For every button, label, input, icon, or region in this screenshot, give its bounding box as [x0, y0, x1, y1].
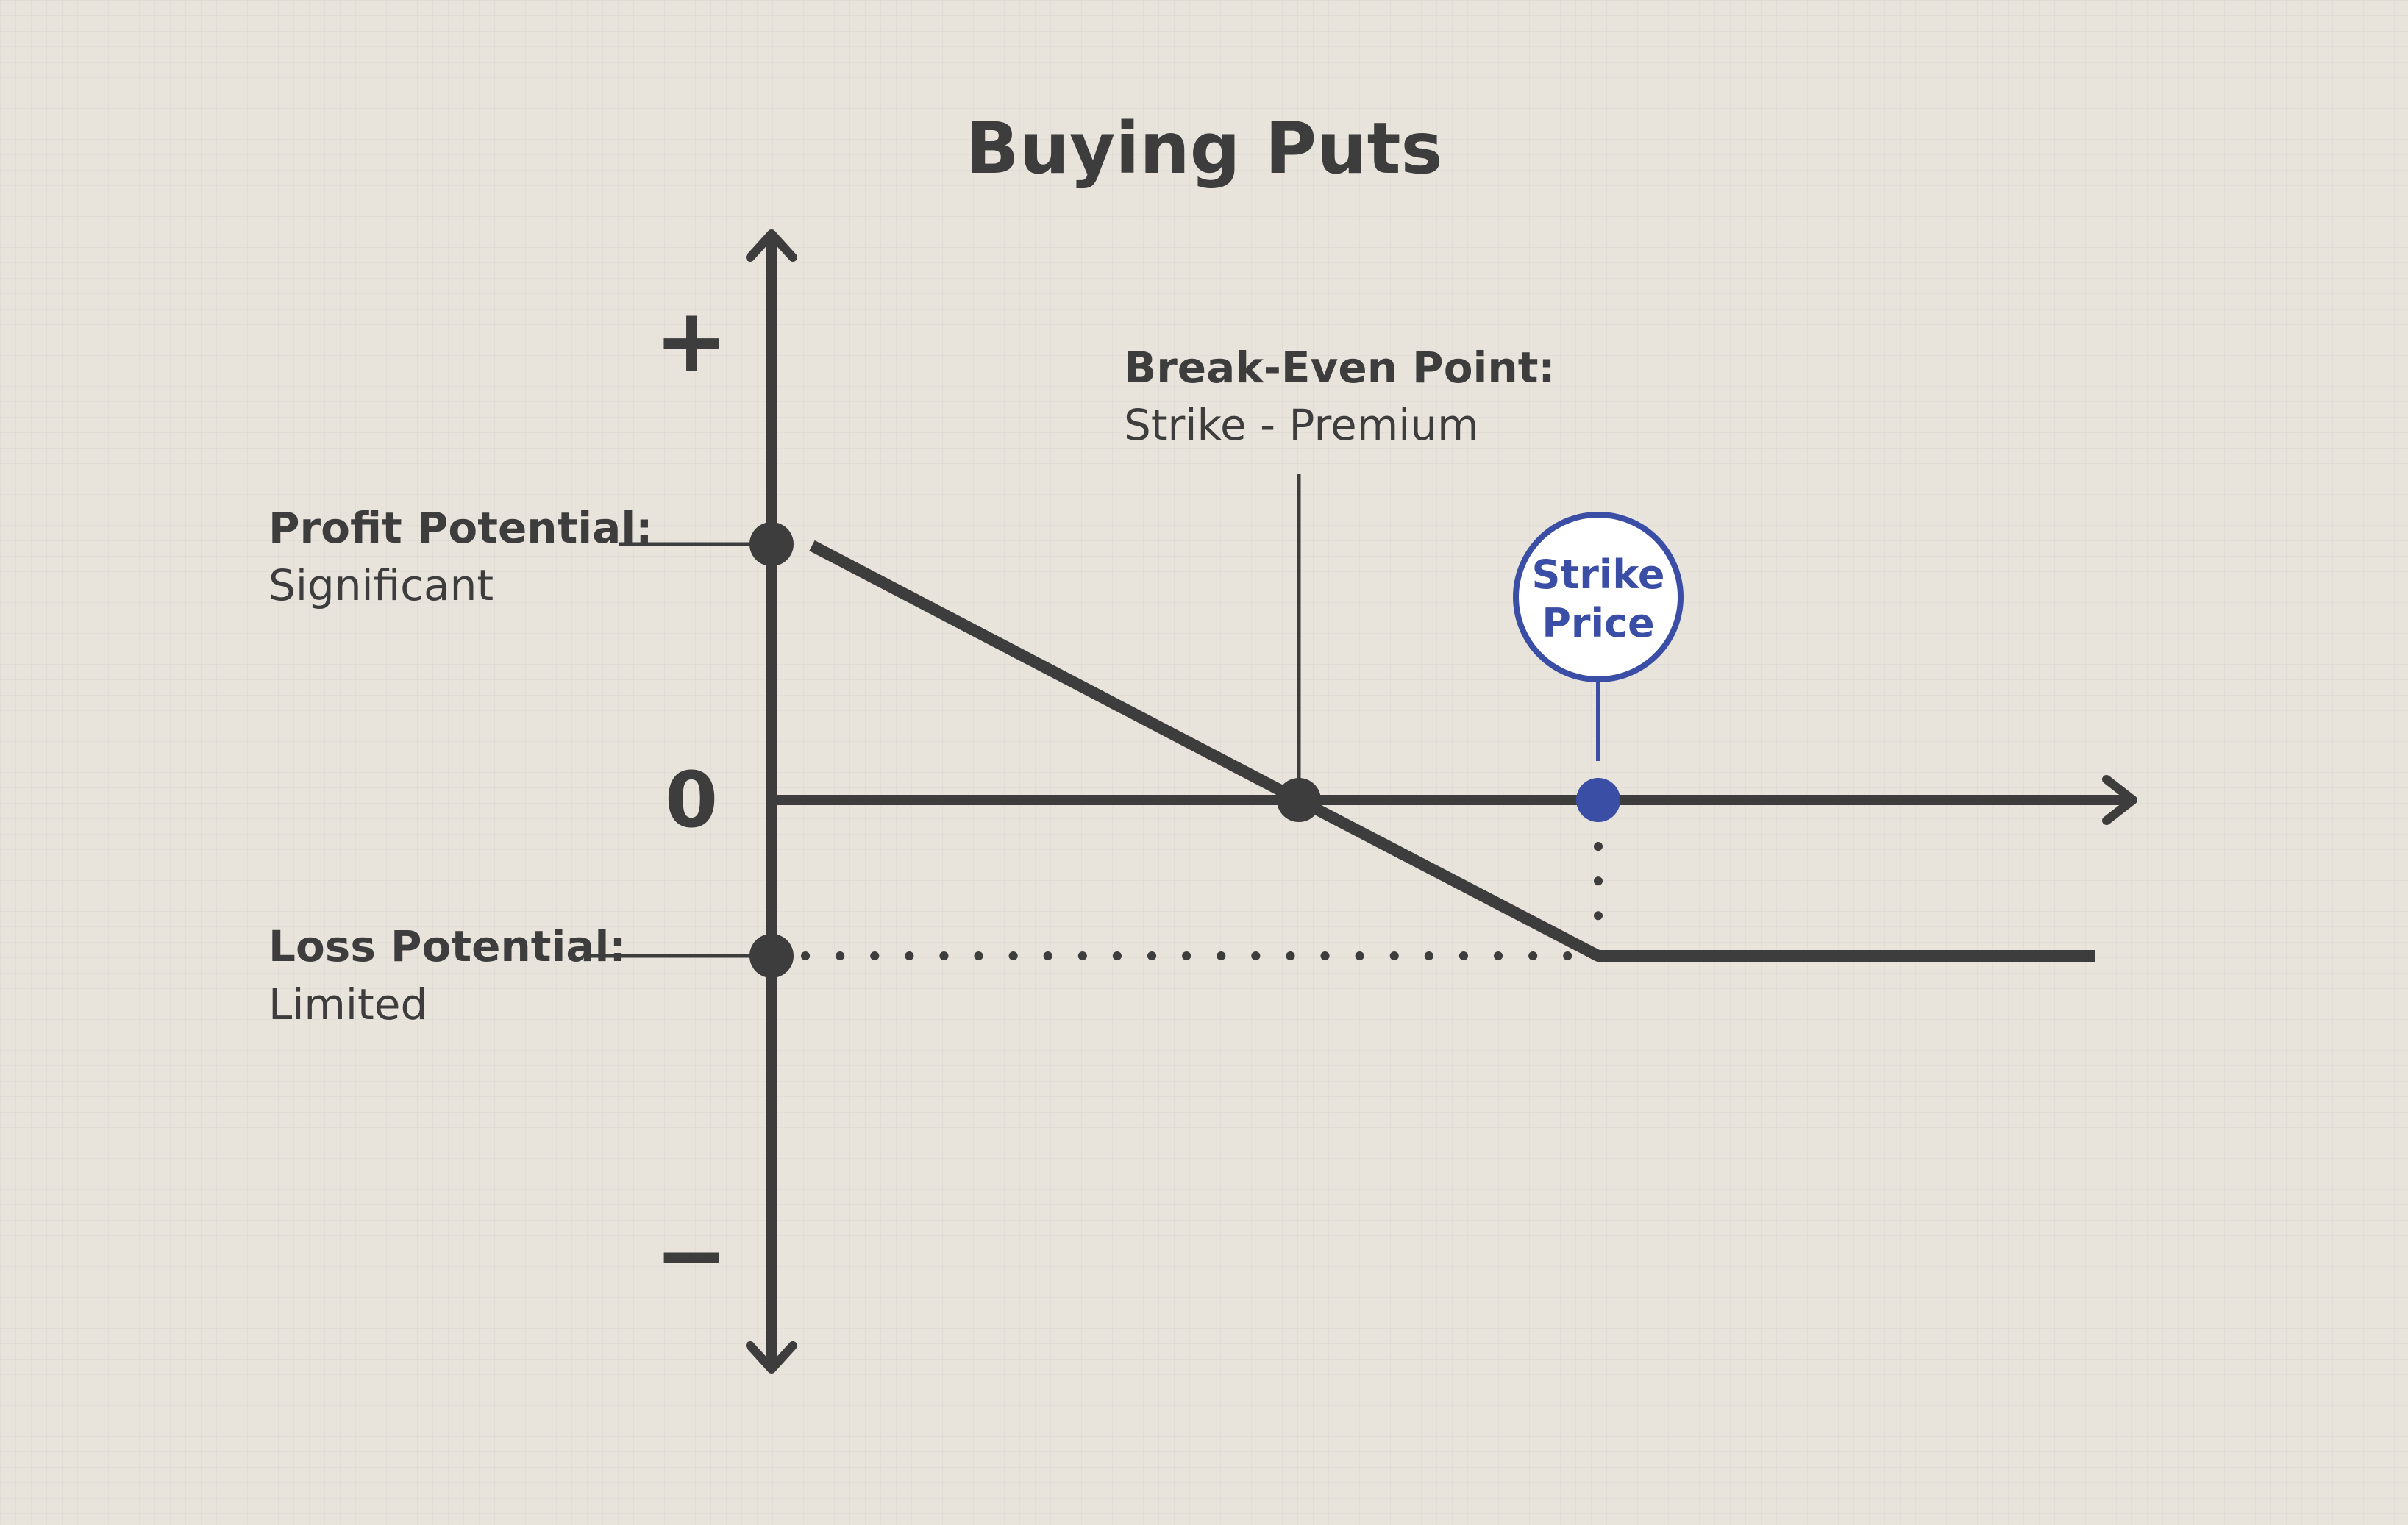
loss-potential-value: Limited — [268, 979, 427, 1029]
profit-potential-heading: Profit Potential: — [268, 503, 652, 553]
strike-callout-line1: Strike — [1532, 551, 1665, 598]
profit-axis-dot — [749, 522, 794, 566]
loss-potential-heading: Loss Potential: — [268, 921, 627, 971]
plus-sign-label: + — [655, 290, 729, 393]
break-even-heading: Break-Even Point: — [1124, 343, 1556, 393]
break-even-formula: Strike - Premium — [1124, 400, 1479, 450]
strike-callout-line2: Price — [1542, 600, 1654, 646]
break-even-dot — [1277, 778, 1321, 822]
y-axis-down-arrow-icon — [746, 1341, 797, 1374]
page-title: Buying Puts — [965, 107, 1442, 190]
profit-potential-value: Significant — [268, 560, 494, 610]
loss-axis-dot — [749, 934, 794, 978]
strike-callout-bubble — [1513, 512, 1684, 682]
payoff-line — [809, 540, 2095, 962]
y-axis-up-arrow-icon — [746, 229, 797, 262]
x-axis-right-arrow-icon — [2102, 775, 2137, 825]
strike-price-dot — [1576, 778, 1620, 822]
minus-sign-label: − — [655, 1204, 729, 1307]
zero-label: 0 — [665, 755, 718, 845]
